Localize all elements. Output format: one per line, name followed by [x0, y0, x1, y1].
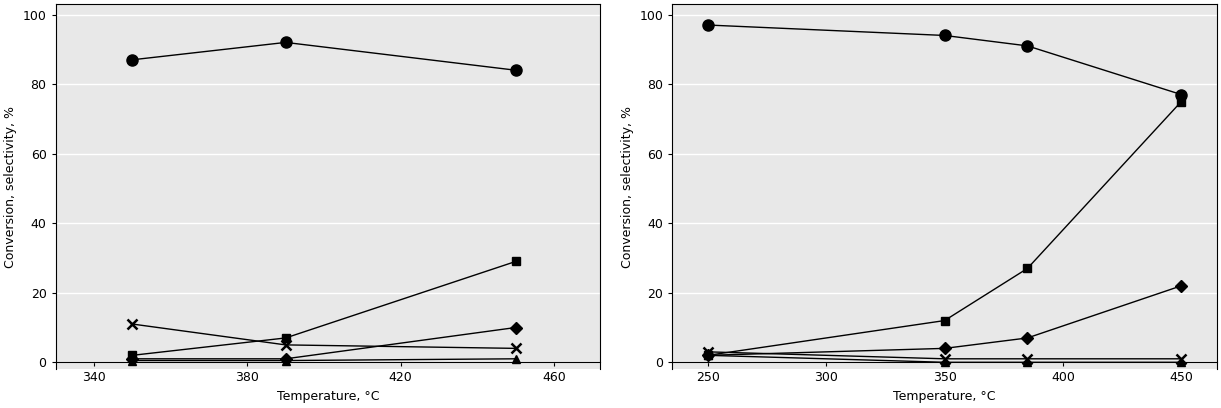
Y-axis label: Conversion, selectivity, %: Conversion, selectivity, % — [4, 106, 17, 268]
X-axis label: Temperature, °C: Temperature, °C — [894, 390, 996, 403]
Y-axis label: Conversion, selectivity, %: Conversion, selectivity, % — [621, 106, 634, 268]
X-axis label: Temperature, °C: Temperature, °C — [277, 390, 379, 403]
